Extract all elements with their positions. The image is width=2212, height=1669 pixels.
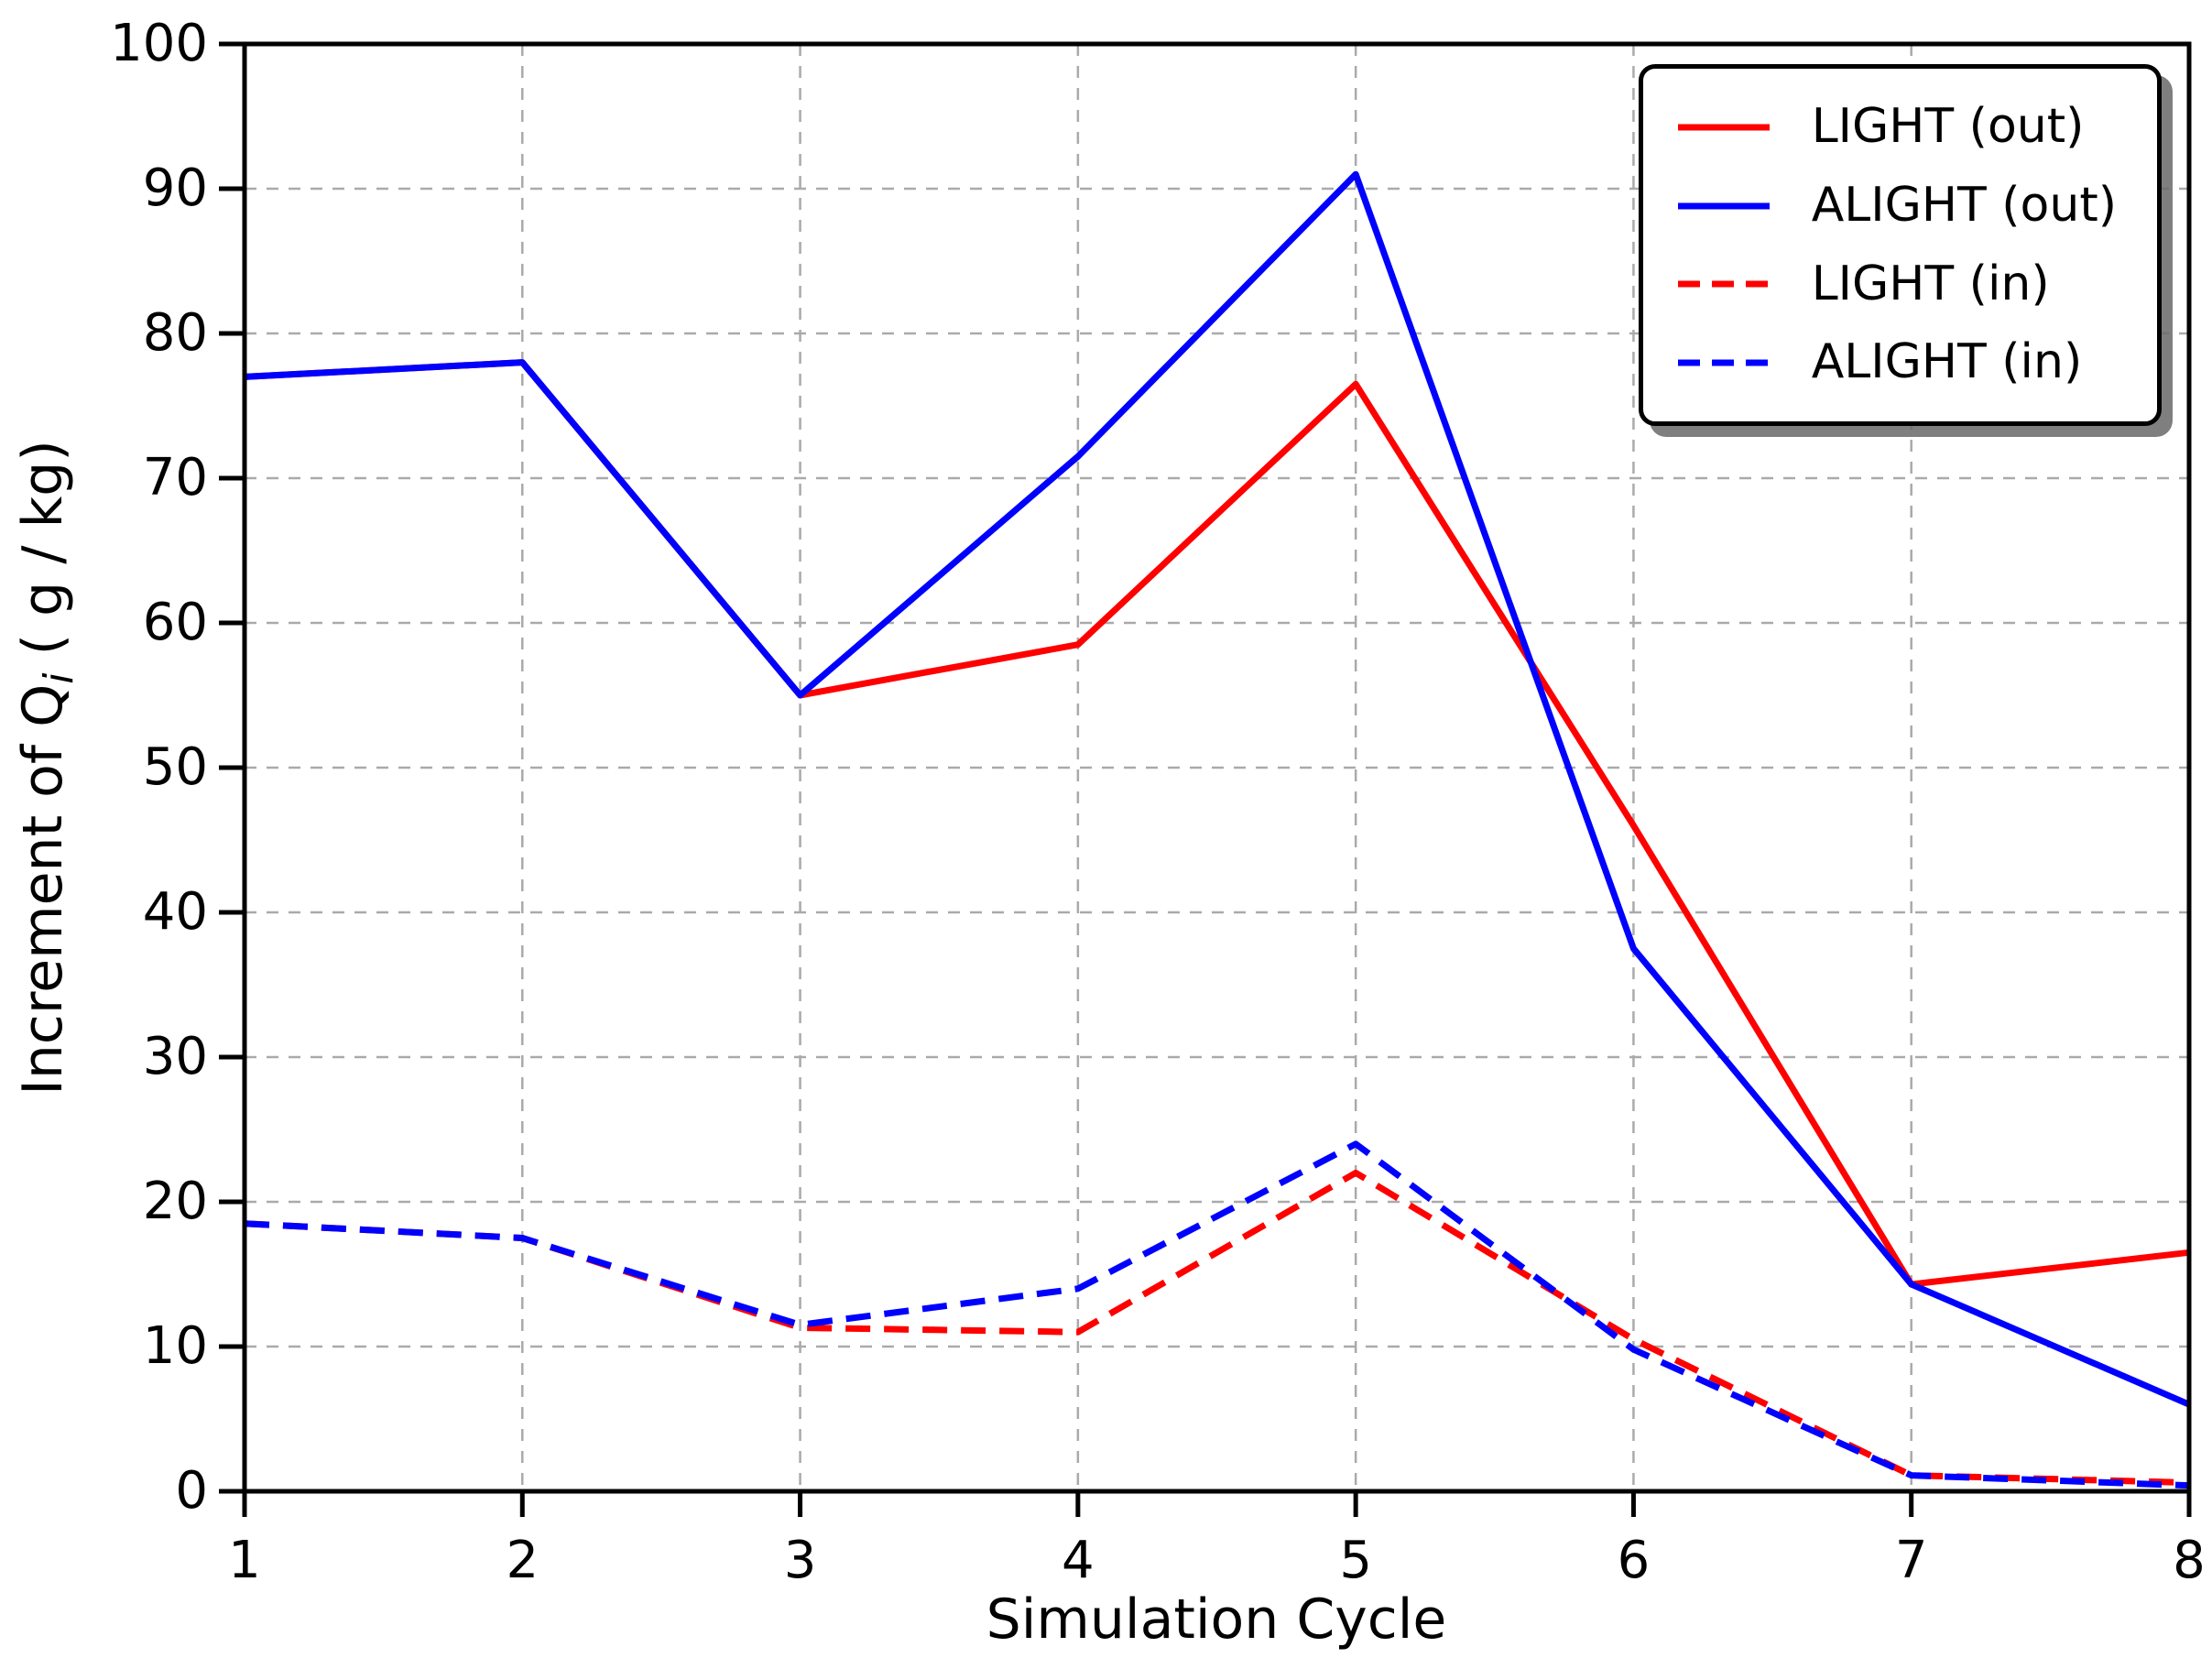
legend-label: ALIGHT (out): [1811, 177, 2117, 233]
y-tick-label: 0: [175, 1461, 208, 1521]
legend-entry: LIGHT (out): [1676, 99, 2117, 155]
y-tick-label: 90: [142, 158, 208, 218]
x-tick-label: 8: [2173, 1531, 2206, 1590]
x-tick-label: 1: [228, 1531, 261, 1590]
y-tick-label: 10: [142, 1316, 208, 1376]
y-tick-label: 20: [142, 1172, 208, 1231]
legend-entry: ALIGHT (in): [1676, 335, 2117, 390]
series-line-alight-out: [244, 170, 2191, 1408]
legend-line-swatch: [1677, 280, 1770, 288]
y-tick-label: 30: [142, 1027, 208, 1086]
x-tick-label: 6: [1617, 1531, 1651, 1590]
y-tick-label: 100: [110, 14, 208, 73]
x-tick-label: 5: [1339, 1531, 1372, 1590]
legend-label: ALIGHT (in): [1811, 334, 2083, 390]
legend-label: LIGHT (in): [1811, 256, 2050, 311]
y-tick-label: 70: [142, 448, 208, 507]
y-tick-label: 80: [142, 303, 208, 363]
legend-line-swatch: [1677, 359, 1770, 366]
legend-line-swatch: [1677, 202, 1770, 210]
x-tick-label: 3: [783, 1531, 817, 1590]
series-line-light-out: [244, 359, 2190, 1288]
legend: LIGHT (out) ALIGHT (out) LIGHT (in) ALIGHT …: [1638, 64, 2162, 427]
y-axis-label-subscript: i: [36, 672, 82, 684]
y-tick-label: 60: [142, 593, 208, 652]
x-tick-label: 7: [1894, 1531, 1928, 1590]
series-line-alight-in: [244, 1140, 2190, 1489]
legend-line-swatch: [1677, 124, 1770, 131]
x-axis-label: Simulation Cycle: [986, 1587, 1447, 1652]
legend-entry: ALIGHT (out): [1676, 177, 2117, 234]
y-tick-label: 50: [142, 737, 208, 797]
y-tick-label: 40: [142, 882, 208, 942]
plot-area: [219, 41, 2192, 1517]
legend-label: LIGHT (out): [1811, 99, 2085, 154]
x-tick-label: 4: [1062, 1531, 1095, 1590]
legend-entry: LIGHT (in): [1676, 256, 2117, 312]
x-tick-label: 2: [506, 1531, 539, 1590]
